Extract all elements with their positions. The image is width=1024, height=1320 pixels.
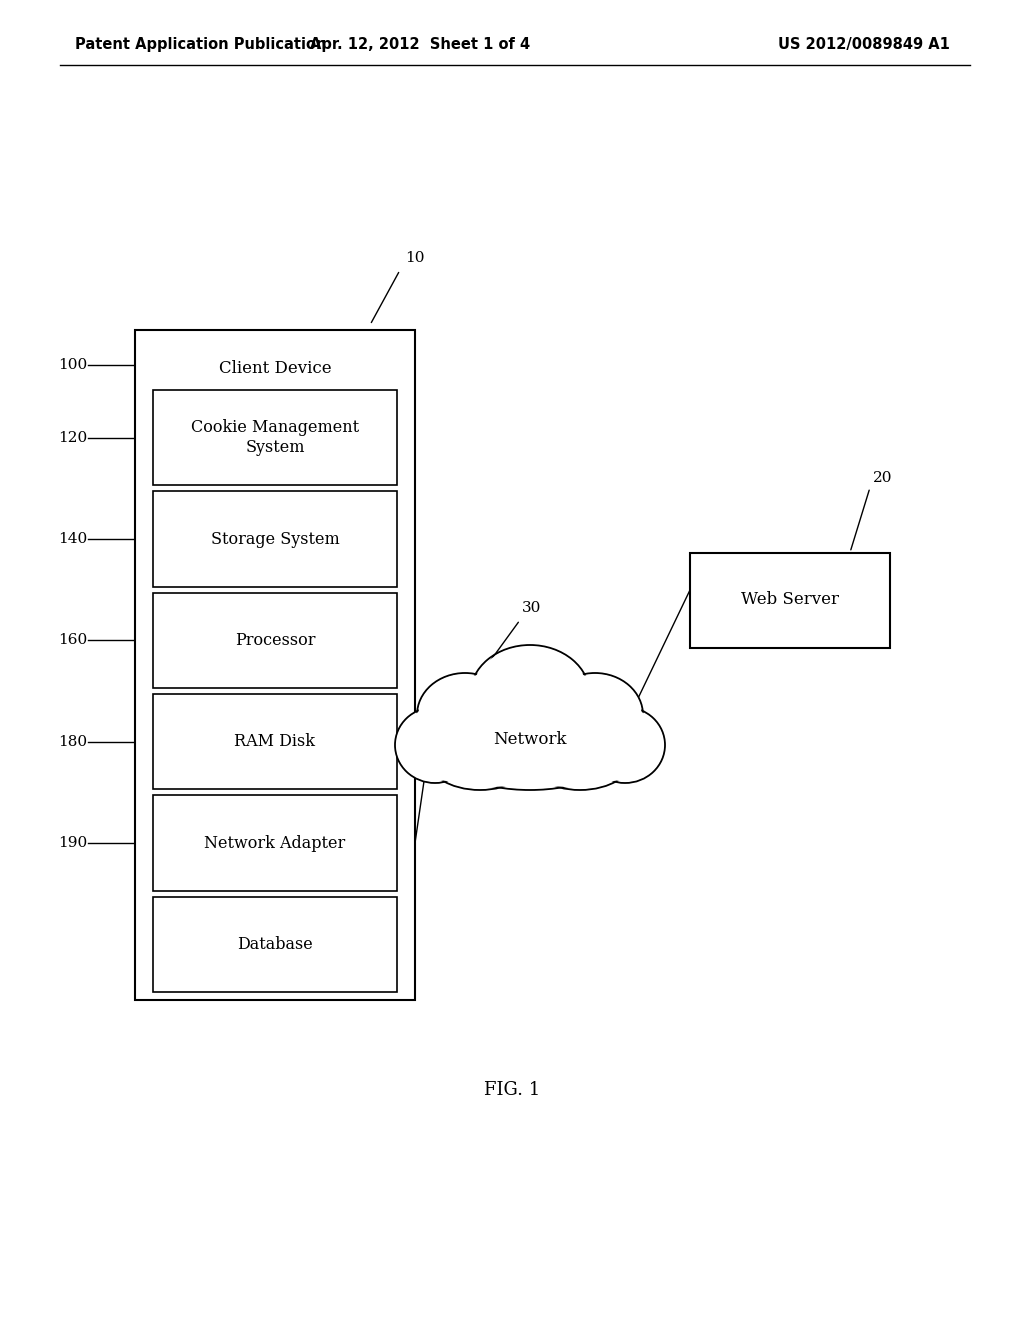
Ellipse shape [547,673,643,756]
Ellipse shape [587,709,664,781]
Ellipse shape [419,675,512,755]
Bar [153,694,397,789]
Text: 140: 140 [58,532,87,546]
Text: 100: 100 [58,358,87,372]
Bar [153,896,397,993]
Ellipse shape [441,711,618,788]
Ellipse shape [395,708,475,783]
Text: Client Device: Client Device [219,360,332,378]
Text: RAM Disk: RAM Disk [234,733,315,750]
Text: US 2012/0089849 A1: US 2012/0089849 A1 [778,37,950,53]
Bar [135,330,415,1001]
Ellipse shape [427,722,534,788]
Bar [153,593,397,688]
Ellipse shape [526,722,634,788]
Text: 190: 190 [58,836,87,850]
Text: Cookie Management
System: Cookie Management System [190,420,359,455]
Ellipse shape [585,708,665,783]
Text: FIG. 1: FIG. 1 [484,1081,540,1100]
Bar [153,389,397,486]
Text: Network Adapter: Network Adapter [205,834,346,851]
Bar [690,553,890,648]
Bar [153,491,397,586]
Ellipse shape [396,709,473,781]
Ellipse shape [471,647,589,743]
Text: 120: 120 [58,430,87,445]
Ellipse shape [470,645,590,744]
Text: Database: Database [238,936,313,953]
Text: Network: Network [494,731,566,748]
Text: 20: 20 [873,470,893,484]
Ellipse shape [417,673,513,756]
Text: Processor: Processor [234,632,315,649]
Text: Storage System: Storage System [211,531,339,548]
Ellipse shape [440,710,620,789]
Ellipse shape [525,719,635,789]
Bar [153,796,397,891]
Text: 180: 180 [58,735,87,748]
Ellipse shape [549,675,641,755]
Ellipse shape [425,719,535,789]
Text: 10: 10 [406,251,425,265]
Text: Apr. 12, 2012  Sheet 1 of 4: Apr. 12, 2012 Sheet 1 of 4 [310,37,530,53]
Text: 160: 160 [58,634,87,647]
Text: Web Server: Web Server [741,591,839,609]
Text: Patent Application Publication: Patent Application Publication [75,37,327,53]
Text: 30: 30 [522,601,542,615]
